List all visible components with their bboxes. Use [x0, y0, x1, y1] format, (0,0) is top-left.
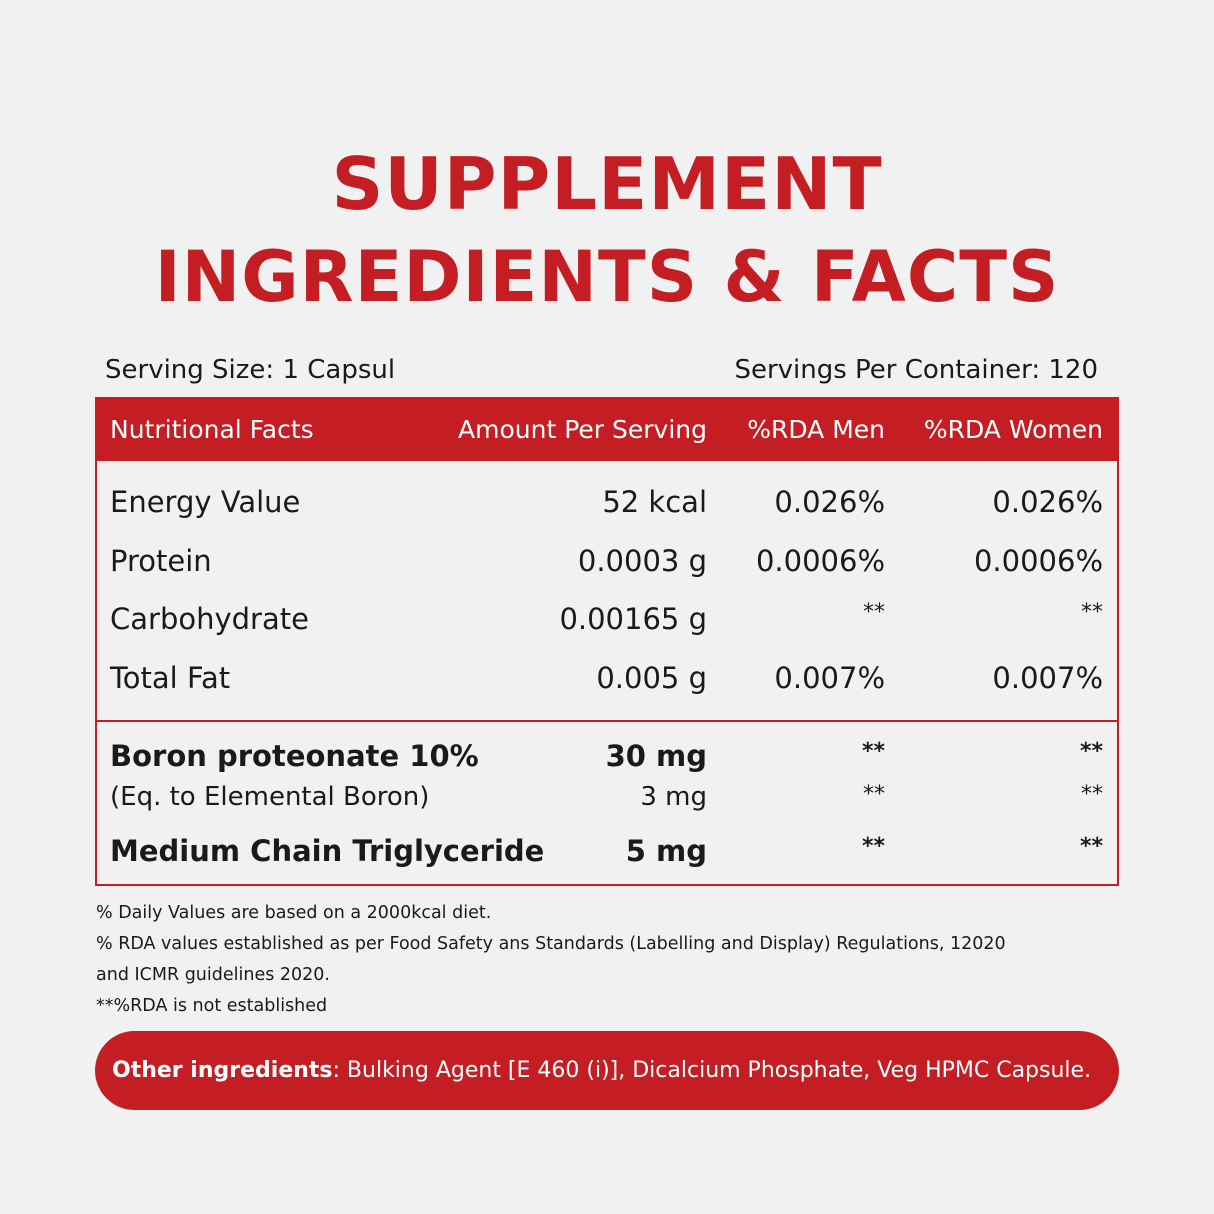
row-amount: 30 mg [605, 739, 707, 773]
row-rda-women: ** [1081, 782, 1103, 807]
row-name: Medium Chain Triglyceride [110, 834, 545, 868]
row-rda-men: ** [863, 600, 885, 625]
row-rda-men: 0.007% [774, 661, 885, 695]
row-name: Energy Value [110, 485, 301, 519]
footnotes: % Daily Values are based on a 2000kcal d… [96, 898, 1106, 1022]
row-amount: 0.00165 g [559, 602, 707, 636]
header-rda-men: %RDA Men [747, 415, 885, 444]
row-name: Boron proteonate 10% [110, 739, 479, 773]
row-rda-women: 0.0006% [973, 544, 1103, 578]
row-amount: 0.005 g [596, 661, 707, 695]
table-divider [97, 720, 1117, 722]
row-amount: 0.0003 g [577, 544, 707, 578]
header-rda-women: %RDA Women [923, 415, 1103, 444]
row-name: Total Fat [110, 661, 231, 695]
row-amount: 3 mg [640, 782, 707, 812]
row-name: Protein [110, 544, 212, 578]
row-name: (Eq. to Elemental Boron) [110, 782, 430, 812]
table-header: Nutritional Facts Amount Per Serving %RD… [97, 399, 1117, 461]
row-rda-women: 0.007% [992, 661, 1103, 695]
footnote: **%RDA is not established [96, 996, 328, 1016]
serving-size: Serving Size: 1 Capsul [105, 355, 396, 385]
row-rda-men: 0.0006% [755, 544, 885, 578]
supplement-facts-table: Nutritional Facts Amount Per Serving %RD… [95, 397, 1119, 886]
page-title-line-2: INGREDIENTS & FACTS [154, 236, 1060, 318]
footnote: % Daily Values are based on a 2000kcal d… [96, 903, 492, 923]
row-rda-women: ** [1079, 834, 1103, 859]
servings-per-container: Servings Per Container: 120 [734, 355, 1098, 385]
footnote: % RDA values established as per Food Saf… [96, 934, 1006, 954]
footnote: and ICMR guidelines 2020. [96, 965, 330, 985]
row-rda-men: ** [863, 782, 885, 807]
other-ingredients-label: Other ingredients [112, 1058, 333, 1083]
row-amount: 5 mg [625, 834, 707, 868]
row-name: Carbohydrate [110, 602, 309, 636]
page-title-line-1: SUPPLEMENT [331, 142, 883, 226]
row-rda-women: 0.026% [992, 485, 1103, 519]
other-ingredients-text: : Bulking Agent [E 460 (i)], Dicalcium P… [332, 1058, 1092, 1083]
row-rda-men: 0.026% [774, 485, 885, 519]
header-nutritional-facts: Nutritional Facts [110, 415, 314, 444]
row-rda-men: ** [861, 739, 885, 764]
row-amount: 52 kcal [602, 485, 707, 519]
row-rda-men: ** [861, 834, 885, 859]
row-rda-women: ** [1081, 600, 1103, 625]
header-amount-per-serving: Amount Per Serving [458, 415, 707, 444]
other-ingredients-banner: Other ingredients: Bulking Agent [E 460 … [95, 1031, 1119, 1110]
row-rda-women: ** [1079, 739, 1103, 764]
